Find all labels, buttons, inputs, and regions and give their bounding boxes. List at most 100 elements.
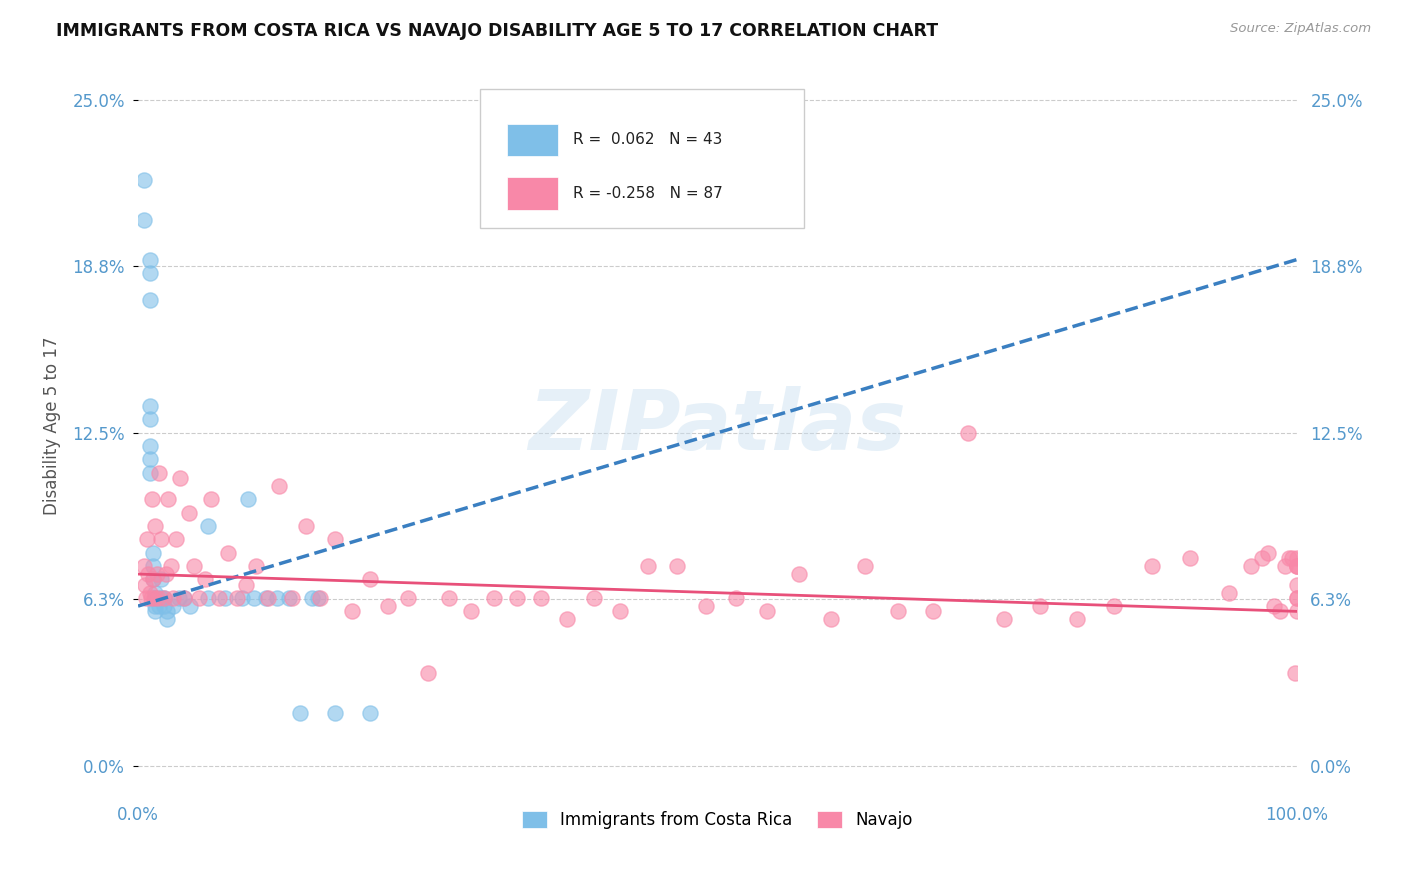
Point xyxy=(1274,559,1296,574)
Point xyxy=(156,604,179,618)
Point xyxy=(416,665,439,680)
Text: IMMIGRANTS FROM COSTA RICA VS NAVAJO DISABILITY AGE 5 TO 17 CORRELATION CHART: IMMIGRANTS FROM COSTA RICA VS NAVAJO DIS… xyxy=(56,22,938,40)
Point xyxy=(179,599,201,613)
Point xyxy=(993,612,1015,626)
Point xyxy=(609,604,631,618)
Point xyxy=(1180,551,1202,566)
Point xyxy=(1286,559,1309,574)
Point xyxy=(1286,559,1309,574)
Point xyxy=(695,599,717,613)
Point xyxy=(145,519,167,533)
Point xyxy=(309,591,332,605)
Point xyxy=(156,612,179,626)
Point xyxy=(725,591,748,605)
Point xyxy=(582,591,605,605)
Point xyxy=(138,439,160,453)
Point xyxy=(138,466,160,480)
Point xyxy=(157,492,180,507)
Point xyxy=(167,591,190,605)
Point xyxy=(143,591,166,605)
Text: R =  0.062   N = 43: R = 0.062 N = 43 xyxy=(572,132,723,147)
Point xyxy=(1263,599,1285,613)
Point xyxy=(138,399,160,413)
Point xyxy=(145,585,167,599)
Point xyxy=(1102,599,1125,613)
Point xyxy=(853,559,876,574)
Point xyxy=(194,573,217,587)
Point xyxy=(1286,578,1309,592)
Point xyxy=(132,172,155,186)
Point xyxy=(169,471,191,485)
Point xyxy=(150,533,173,547)
Point xyxy=(359,706,381,720)
Point xyxy=(188,591,211,605)
Point xyxy=(145,567,167,582)
Point xyxy=(197,519,219,533)
Point xyxy=(1286,604,1309,618)
Point xyxy=(787,567,810,582)
Point xyxy=(173,591,195,605)
Point xyxy=(1268,604,1291,618)
Point xyxy=(1286,551,1309,566)
Point xyxy=(135,591,157,605)
FancyBboxPatch shape xyxy=(479,89,804,228)
Point xyxy=(138,293,160,307)
Point xyxy=(243,591,266,605)
Y-axis label: Disability Age 5 to 17: Disability Age 5 to 17 xyxy=(44,337,60,516)
Point xyxy=(146,591,169,605)
Point xyxy=(148,466,170,480)
Point xyxy=(148,599,170,613)
Point xyxy=(1286,591,1309,605)
Point xyxy=(1251,551,1274,566)
Point xyxy=(138,567,160,582)
FancyBboxPatch shape xyxy=(506,124,558,156)
Point xyxy=(396,591,419,605)
Point xyxy=(281,591,304,605)
Point xyxy=(142,559,165,574)
Point xyxy=(301,591,323,605)
Point xyxy=(437,591,460,605)
Point xyxy=(956,425,979,440)
Point xyxy=(200,492,222,507)
Point xyxy=(217,546,239,560)
Point xyxy=(290,706,312,720)
Point xyxy=(141,492,163,507)
Point xyxy=(323,533,346,547)
Point xyxy=(323,706,346,720)
Point xyxy=(1140,559,1163,574)
Point xyxy=(142,546,165,560)
Point xyxy=(139,591,162,605)
Point xyxy=(162,591,184,605)
Text: R = -0.258   N = 87: R = -0.258 N = 87 xyxy=(572,186,723,201)
Point xyxy=(637,559,659,574)
Legend: Immigrants from Costa Rica, Navajo: Immigrants from Costa Rica, Navajo xyxy=(515,804,920,836)
Point xyxy=(254,591,277,605)
Point xyxy=(922,604,945,618)
Point xyxy=(173,591,195,605)
Point xyxy=(134,578,156,592)
Point xyxy=(295,519,318,533)
Text: Source: ZipAtlas.com: Source: ZipAtlas.com xyxy=(1230,22,1371,36)
FancyBboxPatch shape xyxy=(506,178,558,210)
Point xyxy=(150,591,173,605)
Point xyxy=(145,591,167,605)
Point xyxy=(277,591,299,605)
Point xyxy=(482,591,505,605)
Point xyxy=(145,599,167,613)
Point xyxy=(138,452,160,467)
Point xyxy=(460,604,482,618)
Point xyxy=(177,506,200,520)
Point xyxy=(159,559,181,574)
Point xyxy=(377,599,399,613)
Point xyxy=(138,412,160,426)
Point xyxy=(197,591,219,605)
Point xyxy=(132,559,155,574)
Point xyxy=(138,585,160,599)
Point xyxy=(530,591,553,605)
Point xyxy=(214,591,236,605)
Point xyxy=(235,578,257,592)
Point xyxy=(183,559,205,574)
Text: ZIPatlas: ZIPatlas xyxy=(529,385,907,467)
Point xyxy=(145,591,167,605)
Point xyxy=(1029,599,1052,613)
